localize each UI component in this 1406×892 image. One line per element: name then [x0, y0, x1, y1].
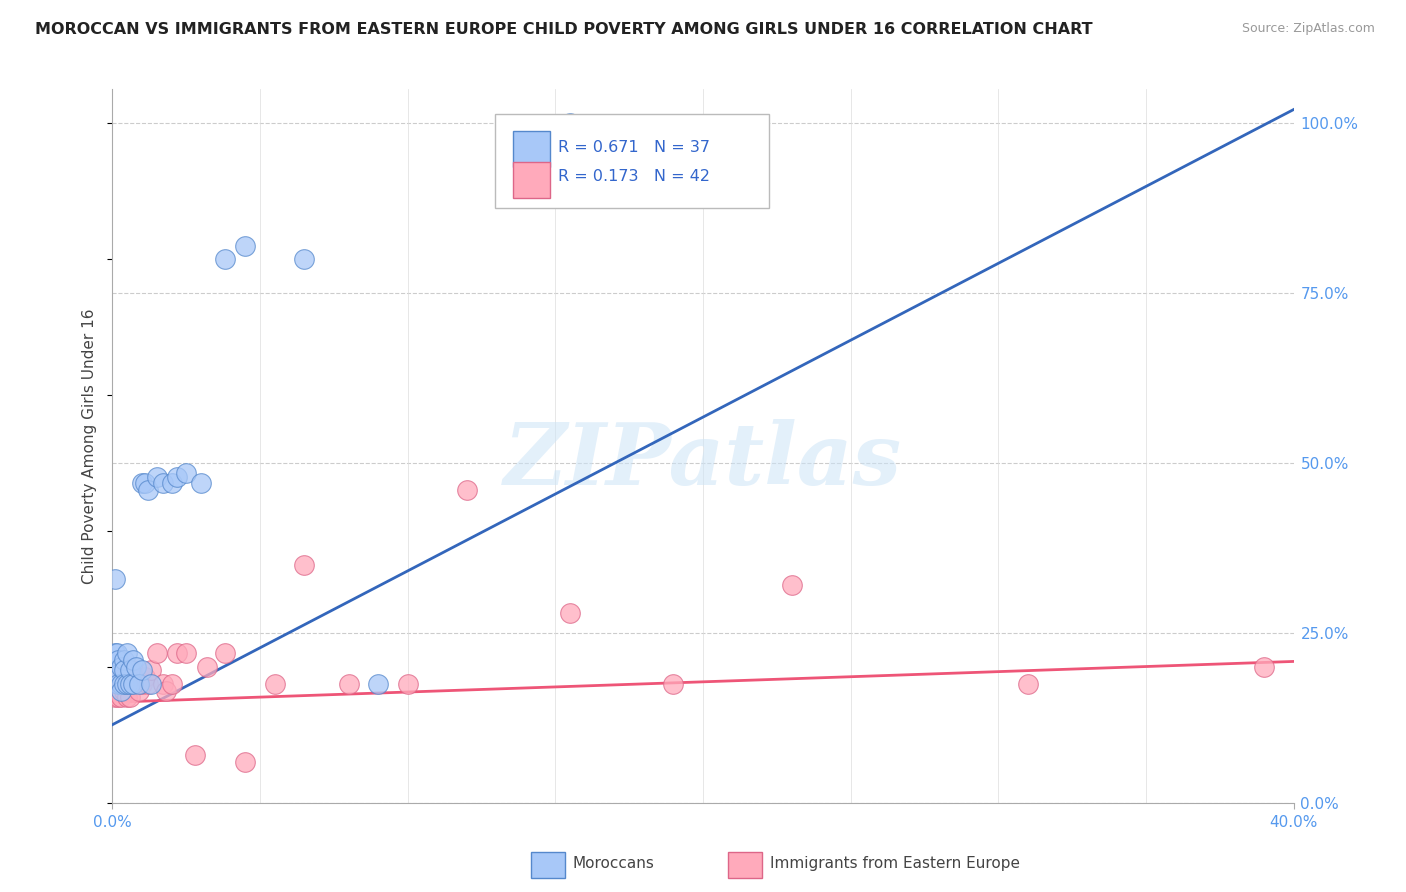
Point — [367, 677, 389, 691]
Point — [110, 660, 132, 674]
Point — [125, 660, 148, 674]
Point — [195, 660, 218, 674]
Point — [117, 646, 138, 660]
Point — [120, 677, 142, 691]
Text: ZIPatlas: ZIPatlas — [503, 418, 903, 502]
Point — [337, 677, 360, 691]
Point — [139, 677, 162, 691]
Point — [160, 677, 183, 691]
Text: Source: ZipAtlas.com: Source: ZipAtlas.com — [1241, 22, 1375, 36]
Point — [214, 646, 236, 660]
Point — [117, 677, 138, 691]
Point — [110, 677, 132, 691]
Point — [264, 677, 287, 691]
Point — [1017, 677, 1039, 691]
Point — [131, 677, 153, 691]
Point — [110, 690, 132, 705]
Point — [104, 690, 127, 705]
Point — [184, 748, 207, 763]
Point — [214, 252, 236, 266]
Point — [103, 663, 125, 677]
Point — [780, 578, 803, 592]
Point — [110, 677, 132, 691]
Point — [134, 670, 156, 684]
Text: Moroccans: Moroccans — [572, 856, 654, 871]
Point — [107, 677, 129, 691]
Point — [456, 483, 478, 498]
Point — [104, 646, 127, 660]
Point — [107, 653, 129, 667]
Point — [120, 663, 142, 677]
Point — [174, 646, 197, 660]
Point — [107, 666, 129, 681]
Point — [122, 677, 145, 691]
Point — [122, 677, 145, 691]
Point — [107, 677, 129, 691]
Point — [136, 483, 159, 498]
Point — [136, 677, 159, 691]
Point — [139, 663, 162, 677]
Point — [125, 670, 148, 684]
Point — [112, 683, 135, 698]
Point — [190, 476, 212, 491]
Point — [104, 683, 127, 698]
Point — [174, 466, 197, 480]
Point — [117, 663, 138, 677]
Point — [112, 663, 135, 677]
Point — [233, 755, 256, 769]
Point — [396, 677, 419, 691]
Point — [131, 663, 153, 677]
Point — [558, 116, 582, 130]
Point — [160, 476, 183, 491]
Point — [112, 663, 135, 677]
Point — [292, 558, 315, 572]
Point — [166, 469, 188, 483]
Point — [112, 653, 135, 667]
Point — [107, 690, 129, 705]
Text: R = 0.671   N = 37: R = 0.671 N = 37 — [558, 140, 710, 154]
Point — [131, 476, 153, 491]
Point — [152, 476, 174, 491]
Text: R = 0.173   N = 42: R = 0.173 N = 42 — [558, 169, 710, 184]
Point — [1253, 660, 1275, 674]
Point — [105, 646, 128, 660]
Point — [120, 663, 142, 677]
Point — [120, 690, 142, 705]
Point — [292, 252, 315, 266]
Point — [107, 663, 129, 677]
Point — [146, 469, 169, 483]
Point — [122, 653, 145, 667]
Point — [112, 677, 135, 691]
Y-axis label: Child Poverty Among Girls Under 16: Child Poverty Among Girls Under 16 — [82, 309, 97, 583]
Point — [155, 683, 177, 698]
Point — [128, 677, 150, 691]
Text: MOROCCAN VS IMMIGRANTS FROM EASTERN EUROPE CHILD POVERTY AMONG GIRLS UNDER 16 CO: MOROCCAN VS IMMIGRANTS FROM EASTERN EURO… — [35, 22, 1092, 37]
Point — [146, 646, 169, 660]
Point — [122, 663, 145, 677]
Point — [104, 572, 127, 586]
Point — [558, 606, 582, 620]
Point — [233, 238, 256, 252]
Point — [128, 683, 150, 698]
Point — [117, 690, 138, 705]
Point — [662, 677, 685, 691]
Text: Immigrants from Eastern Europe: Immigrants from Eastern Europe — [770, 856, 1021, 871]
Point — [166, 646, 188, 660]
Point — [152, 677, 174, 691]
Point — [110, 683, 132, 698]
Point — [103, 677, 125, 691]
Point — [134, 476, 156, 491]
